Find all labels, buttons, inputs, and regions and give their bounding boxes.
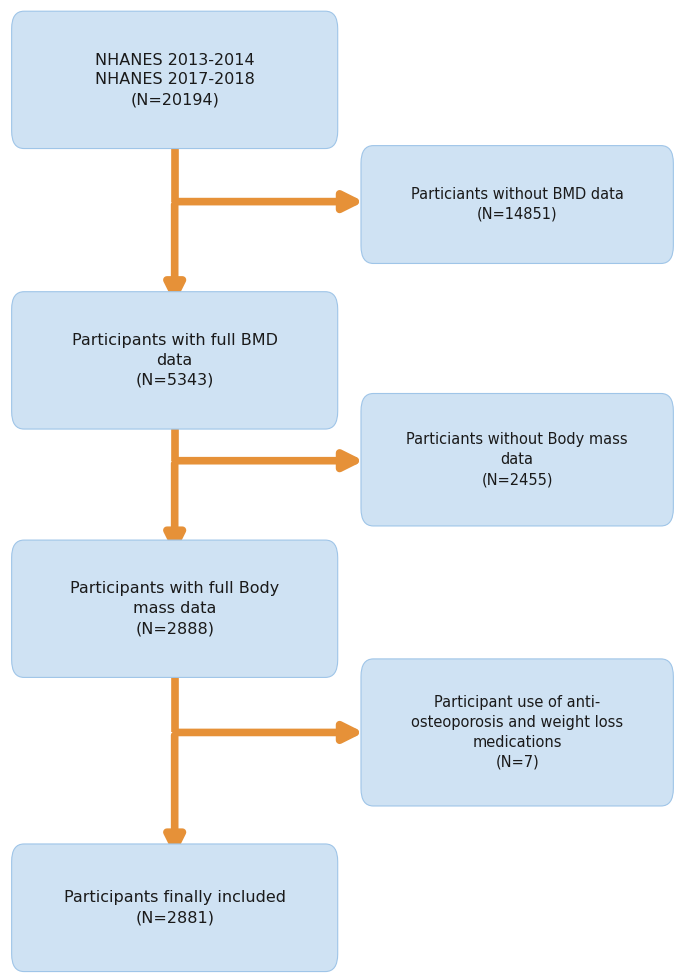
FancyBboxPatch shape bbox=[361, 393, 673, 526]
Text: NHANES 2013-2014
NHANES 2017-2018
(N=20194): NHANES 2013-2014 NHANES 2017-2018 (N=201… bbox=[95, 53, 255, 107]
FancyBboxPatch shape bbox=[12, 292, 338, 429]
FancyBboxPatch shape bbox=[361, 145, 673, 263]
Text: Participants with full Body
mass data
(N=2888): Participants with full Body mass data (N… bbox=[70, 581, 279, 636]
FancyBboxPatch shape bbox=[12, 540, 338, 678]
Text: Participants with full BMD
data
(N=5343): Participants with full BMD data (N=5343) bbox=[72, 333, 277, 388]
FancyBboxPatch shape bbox=[361, 658, 673, 806]
Text: Particiants without BMD data
(N=14851): Particiants without BMD data (N=14851) bbox=[411, 187, 623, 222]
FancyBboxPatch shape bbox=[12, 843, 338, 971]
Text: Participant use of anti-
osteoporosis and weight loss
medications
(N=7): Participant use of anti- osteoporosis an… bbox=[411, 695, 623, 769]
Text: Particiants without Body mass
data
(N=2455): Particiants without Body mass data (N=24… bbox=[406, 432, 628, 487]
FancyBboxPatch shape bbox=[12, 11, 338, 148]
Text: Participants finally included
(N=2881): Participants finally included (N=2881) bbox=[64, 890, 286, 925]
